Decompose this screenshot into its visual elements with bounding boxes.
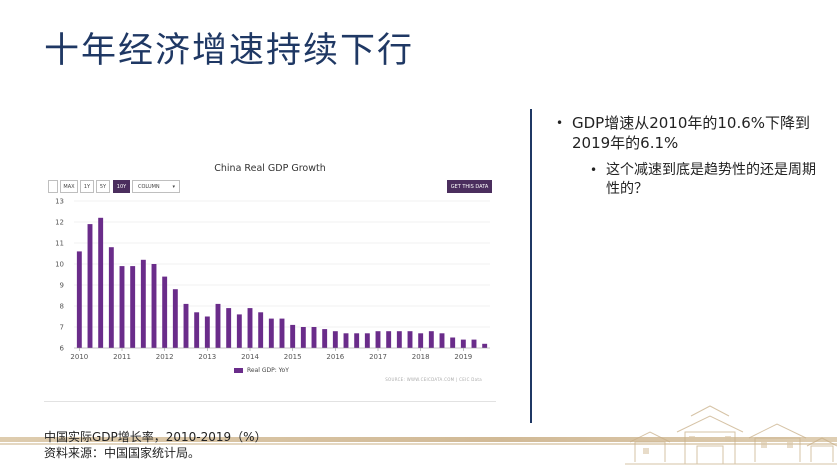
bar[interactable] [98,217,104,348]
bar[interactable] [87,224,93,348]
bar[interactable] [300,327,306,348]
bullet-dot-icon: • [556,116,564,130]
bar[interactable] [162,276,168,348]
bar[interactable] [471,339,477,348]
toolbar-blank-button[interactable] [48,180,58,193]
bar[interactable] [279,318,285,348]
bullet-main: • GDP增速从2010年的10.6%下降到2019年的6.1% [552,113,822,153]
bar[interactable] [236,314,242,348]
chart-caption: 中国实际GDP增长率，2010-2019（%） 资料来源：中国国家统计局。 [44,429,267,461]
bar[interactable] [364,333,370,348]
bar[interactable] [482,343,488,348]
legend-label: Real GDP: YoY [247,367,289,374]
range-5y-button[interactable]: 5Y [96,180,110,193]
bar[interactable] [204,316,210,349]
get-data-button[interactable]: GET THIS DATA [447,180,492,193]
x-tick-label: 2019 [454,353,472,361]
chart-source: SOURCE: WWW.CEICDATA.COM | CEIC Data [385,377,482,382]
range-1y-button[interactable]: 1Y [80,180,94,193]
bar[interactable] [76,251,82,348]
bar[interactable] [226,308,232,348]
bar[interactable] [343,333,349,348]
bar[interactable] [322,329,328,348]
bar[interactable] [172,289,178,348]
x-tick-label: 2012 [156,353,174,361]
bar[interactable] [386,331,392,348]
chart-frame-line [44,401,496,402]
bar[interactable] [375,331,381,348]
y-tick-label: 11 [55,240,64,248]
x-tick-label: 2010 [70,353,88,361]
x-tick-label: 2015 [284,353,302,361]
bar[interactable] [311,327,317,348]
bar[interactable] [215,303,221,348]
pagoda-illustration [625,405,837,465]
footer-band-line [0,443,837,445]
y-tick-label: 12 [55,219,64,227]
y-tick-label: 9 [60,282,64,290]
chart-type-value: COLUMN [138,183,160,190]
bar[interactable] [130,266,136,348]
bar[interactable] [354,333,360,348]
bar[interactable] [418,333,424,348]
y-tick-label: 13 [55,198,64,206]
chart-type-select[interactable]: COLUMN ▾ [132,180,180,193]
bar[interactable] [108,247,114,348]
footer-band [0,437,837,442]
bar[interactable] [428,331,434,348]
bullet-sub-text: 这个减速到底是趋势性的还是周期性的？ [606,162,816,197]
range-max-button[interactable]: MAX [60,180,78,193]
bar[interactable] [268,318,274,348]
bar[interactable] [460,339,466,348]
chart-title: China Real GDP Growth [214,163,326,174]
bar[interactable] [258,312,264,348]
legend-swatch [234,368,243,373]
caption-line-2: 资料来源：中国国家统计局。 [44,446,201,460]
x-tick-label: 2013 [198,353,216,361]
chart-plot: 6 7 8 9 10 11 12 13 2010 2011 2012 2013 2014 2015 2016… [55,198,490,361]
bar[interactable] [396,331,402,348]
y-tick-label: 10 [55,261,64,269]
bullet-list: • GDP增速从2010年的10.6%下降到2019年的6.1% • 这个减速到… [552,113,822,199]
caption-line-1: 中国实际GDP增长率，2010-2019（%） [44,430,267,444]
bullet-main-text: GDP增速从2010年的10.6%下降到2019年的6.1% [572,114,811,152]
range-10y-button[interactable]: 10Y [113,180,130,193]
y-tick-label: 7 [60,324,64,332]
chevron-down-icon: ▾ [172,183,175,190]
chart-legend[interactable]: Real GDP: YoY [234,367,289,374]
x-tick-label: 2011 [113,353,131,361]
bullet-sub: • 这个减速到底是趋势性的还是周期性的？ [552,161,822,199]
bar[interactable] [151,264,157,348]
bar[interactable] [407,331,413,348]
chart-card: China Real GDP Growth MAX 1Y 5Y 10Y COLU… [44,150,496,402]
y-tick-label: 8 [60,303,64,311]
bar[interactable] [194,312,200,348]
bar[interactable] [140,259,146,348]
y-tick-label: 6 [60,345,65,353]
bar[interactable] [119,266,125,348]
slide-title: 十年经济增速持续下行 [44,31,415,71]
bar[interactable] [183,303,189,348]
vertical-divider [530,109,532,423]
x-tick-label: 2017 [369,353,387,361]
bar[interactable] [290,324,296,348]
bar[interactable] [439,333,445,348]
x-tick-label: 2016 [326,353,344,361]
bar[interactable] [450,337,456,349]
bullet-dot-icon: • [590,163,598,177]
bar[interactable] [247,308,253,348]
x-tick-label: 2014 [241,353,259,361]
x-tick-label: 2018 [412,353,430,361]
bar[interactable] [332,331,338,348]
